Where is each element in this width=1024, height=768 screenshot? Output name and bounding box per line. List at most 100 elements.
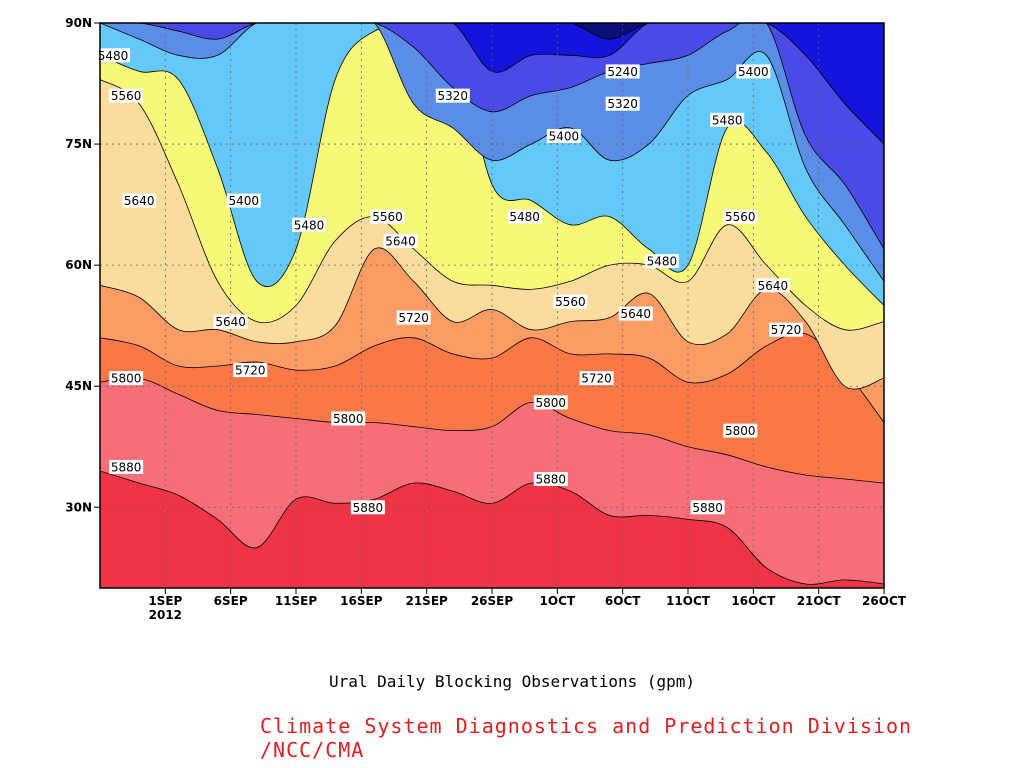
contour-label: 5560	[723, 209, 758, 224]
contour-label-text: 5640	[124, 194, 155, 208]
contour-label: 5880	[350, 500, 385, 515]
contour-label: 5720	[579, 371, 614, 386]
contour-label-text: 5480	[509, 210, 540, 224]
contour-label: 5480	[507, 209, 542, 224]
contour-label-text: 5400	[549, 130, 580, 144]
x-tick-label: 6OCT	[605, 594, 641, 608]
x-tick-label: 21OCT	[797, 594, 842, 608]
contour-label-text: 5880	[692, 501, 723, 515]
x-tick-label: 26OCT	[862, 594, 907, 608]
contour-label-bg	[213, 314, 248, 329]
y-tick-label: 90N	[65, 16, 92, 30]
contour-label-bg	[690, 500, 725, 515]
contour-label: 5720	[396, 310, 431, 325]
contour-label-bg	[109, 459, 144, 474]
contour-label-bg	[233, 363, 268, 378]
contour-label-text: 5640	[620, 307, 651, 321]
y-tick-label: 45N	[65, 379, 92, 393]
contour-label-bg	[507, 209, 542, 224]
contour-label-bg	[383, 233, 418, 248]
contour-label-bg	[769, 322, 803, 337]
contour-label-text: 5640	[385, 234, 416, 248]
contour-labels: 5480 5560 5640 5400 5480 5560 5640 5320 5400 5480…	[96, 48, 803, 515]
contour-label-text: 5800	[725, 424, 756, 438]
contour-label: 5480	[644, 254, 679, 269]
contour-label-text: 5240	[607, 65, 638, 79]
contour-label-bg	[109, 88, 144, 103]
contour-line-4	[100, 247, 884, 390]
contour-label-text: 5800	[333, 412, 364, 426]
contour-label: 5800	[533, 395, 568, 410]
y-tick-label: 30N	[65, 500, 92, 514]
x-tick-label: 26SEP	[471, 594, 514, 608]
contour-label-bg	[122, 193, 157, 208]
contour-label: 5480	[710, 112, 745, 127]
x-tick-label: 21SEP	[405, 594, 448, 608]
contour-label: 5800	[331, 411, 366, 426]
contour-label: 5640	[755, 278, 790, 293]
contour-label-bg	[533, 472, 568, 487]
contour-label-bg	[96, 48, 131, 63]
contour-label-bg	[109, 371, 144, 386]
contour-label-bg	[370, 209, 405, 224]
contour-label-bg	[350, 500, 385, 515]
contour-label-bg	[710, 112, 745, 127]
contour-label-bg	[723, 423, 758, 438]
contour-label-text: 5800	[536, 396, 567, 410]
contour-label: 5640	[122, 193, 157, 208]
x-tick-label: 11OCT	[666, 594, 711, 608]
contour-label-bg	[533, 395, 568, 410]
x-tick-label: 11SEP	[275, 594, 318, 608]
y-tick-label: 75N	[65, 137, 92, 151]
contour-label-text: 5400	[228, 194, 259, 208]
contour-label: 5640	[383, 233, 418, 248]
x-tick-year: 2012	[149, 608, 182, 622]
contour-label-bg	[396, 310, 431, 325]
y-tick-label: 60N	[65, 258, 92, 272]
contour-label: 5880	[533, 472, 568, 487]
contour-line-8	[100, 23, 884, 250]
contour-label: 5480	[96, 48, 131, 63]
contour-label-text: 5640	[758, 279, 789, 293]
contour-label-text: 5320	[438, 89, 469, 103]
contour-label: 5560	[109, 88, 144, 103]
contour-label-bg	[292, 217, 327, 232]
contour-label-bg	[226, 193, 261, 208]
contour-label: 5880	[690, 500, 725, 515]
contour-band-7	[100, 23, 884, 282]
contour-label-text: 5480	[294, 218, 325, 232]
contour-label-bg	[435, 88, 470, 103]
contour-label: 5880	[109, 459, 144, 474]
contour-label-text: 5400	[738, 65, 769, 79]
contour-label-text: 5480	[647, 255, 678, 269]
contour-label: 5320	[605, 96, 640, 111]
contour-label-text: 5720	[235, 364, 266, 378]
contour-label-text: 5320	[607, 97, 638, 111]
contour-label-text: 5880	[353, 501, 384, 515]
contour-label-bg	[755, 278, 790, 293]
contour-line-5	[100, 79, 884, 331]
x-tick-label: 1OCT	[540, 594, 576, 608]
contour-label-text: 5560	[111, 89, 142, 103]
contour-label-text: 5560	[725, 210, 756, 224]
contour-label: 5800	[109, 371, 144, 386]
contour-label: 5480	[292, 217, 327, 232]
x-tick-label: 16SEP	[340, 594, 383, 608]
y-axis-ticks: 30N 45N 60N 75N 90N	[65, 16, 100, 514]
contour-label-bg	[553, 294, 588, 309]
contour-label-bg	[605, 96, 640, 111]
contour-label: 5320	[435, 88, 470, 103]
contour-label-bg	[579, 371, 614, 386]
contour-label-bg	[723, 209, 758, 224]
contour-label: 5640	[618, 306, 653, 321]
contour-label: 5240	[605, 64, 640, 79]
contour-label: 5400	[736, 64, 771, 79]
x-tick-label: 6SEP	[214, 594, 248, 608]
contour-label: 5560	[553, 294, 588, 309]
contour-label-text: 5720	[398, 311, 429, 325]
contour-chart: 5480 5560 5640 5400 5480 5560 5640 5320 5400 5480…	[65, 16, 907, 622]
contour-label: 5800	[723, 423, 758, 438]
contour-label-text: 5560	[555, 295, 586, 309]
contour-label-text: 5640	[215, 315, 246, 329]
